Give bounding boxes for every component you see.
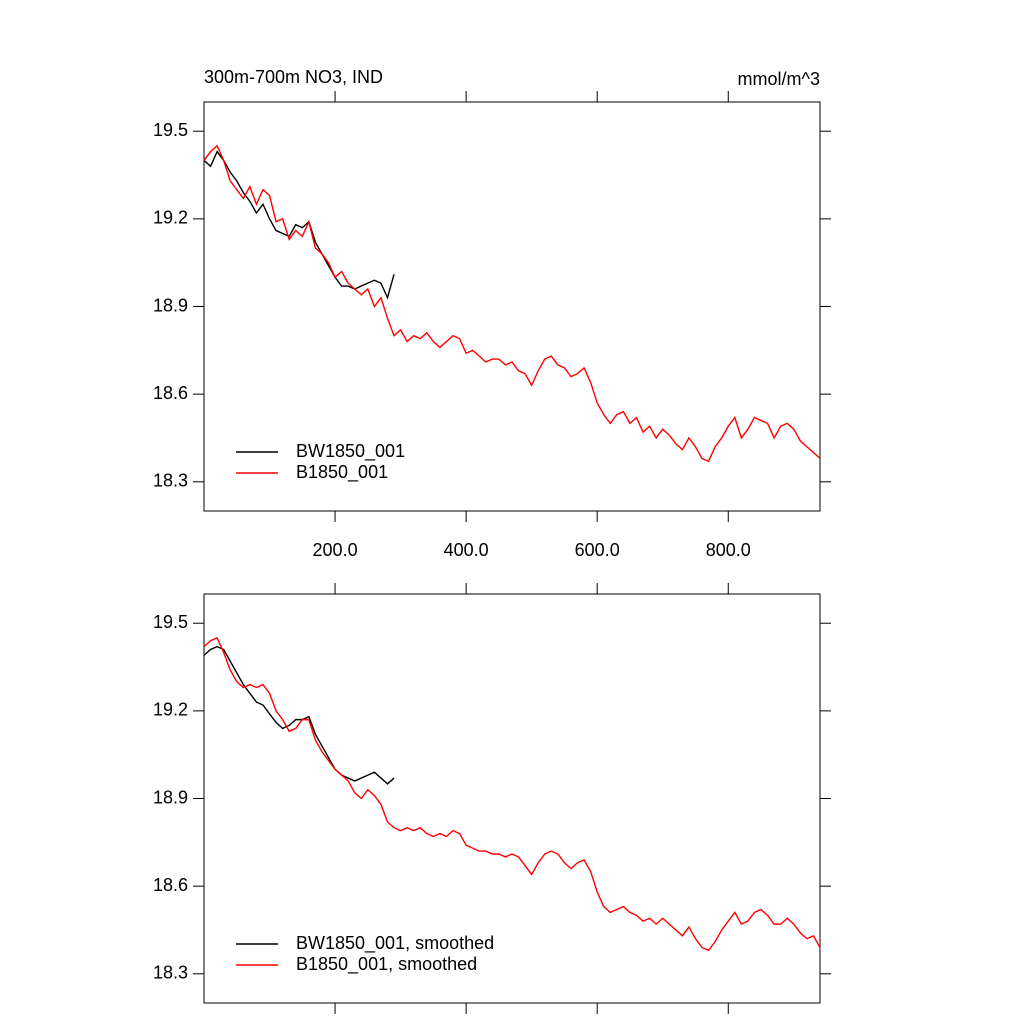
- data-line: [203, 150, 395, 300]
- y-tick-label: 18.9: [153, 295, 188, 315]
- legend-label: BW1850_001, smoothed: [296, 933, 494, 954]
- y-tick-label: 18.9: [153, 787, 188, 807]
- y-tick-label: 19.5: [153, 612, 188, 632]
- y-tick-label: 18.6: [153, 875, 188, 895]
- data-line: [203, 144, 821, 463]
- y-tick-label: 19.5: [153, 120, 188, 140]
- x-tick-label: 800.0: [706, 540, 751, 560]
- y-tick-label: 18.3: [153, 963, 188, 983]
- data-line: [203, 636, 821, 952]
- y-tick-label: 18.3: [153, 471, 188, 491]
- legend-label: B1850_001: [296, 462, 388, 483]
- x-tick-label: 600.0: [575, 540, 620, 560]
- units-label: mmol/m^3: [738, 69, 820, 89]
- chart-title: 300m-700m NO3, IND: [204, 67, 383, 87]
- y-tick-label: 19.2: [153, 208, 188, 228]
- y-tick-label: 18.6: [153, 383, 188, 403]
- legend-label: BW1850_001: [296, 441, 405, 462]
- data-line: [203, 645, 395, 785]
- legend-label: B1850_001, smoothed: [296, 954, 477, 975]
- x-tick-label: 200.0: [313, 540, 358, 560]
- y-tick-label: 19.2: [153, 700, 188, 720]
- x-tick-label: 400.0: [444, 540, 489, 560]
